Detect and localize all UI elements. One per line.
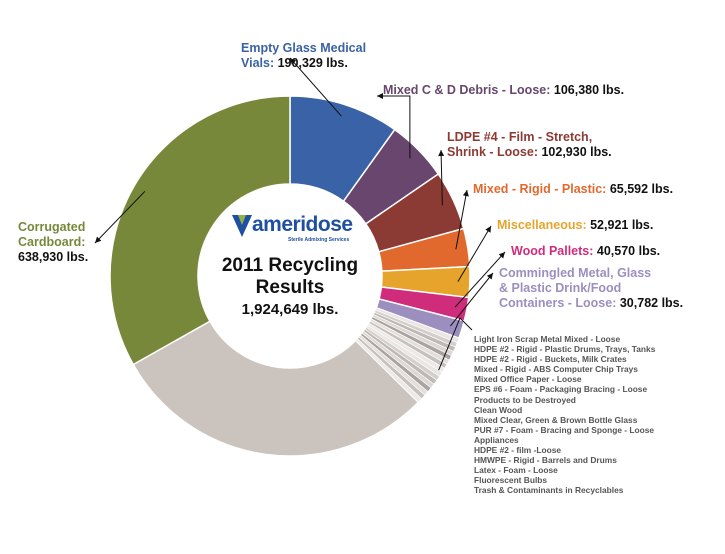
small-item-label: Fluorescent Bulbs xyxy=(474,475,548,486)
logo-mark-icon xyxy=(232,215,252,237)
leader-line xyxy=(377,95,411,159)
leader-line xyxy=(457,225,492,282)
small-item-label: HDPE #2 - Rigid - Plastic Drums, Trays, … xyxy=(474,344,656,355)
label-miscellaneous: Miscellaneous: 52,921 lbs. xyxy=(497,218,654,232)
small-item-label: HDPE #2 - film -Loose xyxy=(474,445,562,456)
arrowhead xyxy=(377,93,383,99)
small-item-label: EPS #6 - Foam - Packaging Bracing - Loos… xyxy=(474,384,648,395)
label-empty-glass-vials: Empty Glass Medical Vials: 190,329 lbs. xyxy=(241,41,367,70)
leader-line xyxy=(440,149,443,206)
small-item-label: Mixed Clear, Green & Brown Bottle Glass xyxy=(474,414,638,425)
leader-line xyxy=(289,57,342,117)
small-item-label: HDPE #2 - Rigid - Buckets, Milk Crates xyxy=(474,354,627,365)
slice-corrugated-cardboard xyxy=(109,95,291,366)
arrowhead xyxy=(498,252,505,259)
leader-line-small-items xyxy=(438,317,473,371)
slice-other xyxy=(132,320,420,457)
label-mixed-cd-debris: Mixed C & D Debris - Loose: 106,380 lbs. xyxy=(383,83,625,97)
chart-title: 2011 Recycling Results xyxy=(221,255,359,298)
logo-text: ameridose xyxy=(252,213,353,236)
arrowhead xyxy=(95,236,102,243)
arrowhead xyxy=(290,58,297,65)
leader-line xyxy=(94,190,146,244)
small-item-label: Mixed Office Paper - Loose xyxy=(474,374,582,385)
arrowhead xyxy=(438,150,445,157)
chart-total: 1,924,649 lbs. xyxy=(241,301,339,318)
logo-tagline: Sterile Admixing Services xyxy=(288,237,350,243)
small-item-label: Clean Wood xyxy=(474,404,523,415)
ameridose-logo: ameridose Sterile Admixing Services xyxy=(232,213,356,243)
small-item-label: Mixed - Rigid - ABS Computer Chip Trays xyxy=(474,364,638,375)
leader-line xyxy=(454,251,506,308)
arrowhead xyxy=(462,190,469,197)
arrowhead xyxy=(486,273,493,280)
small-item-label: Light Iron Scrap Metal Mixed - Loose xyxy=(474,334,621,344)
small-items-list: Light Iron Scrap Metal Mixed - Loose HDPE… xyxy=(474,334,655,496)
label-commingled: Commingled Metal, Glass & Plastic Drink/… xyxy=(499,266,684,310)
slice-small-item xyxy=(355,338,423,403)
small-item-label: Trash & Contaminants in Recyclables xyxy=(474,485,624,496)
arrowhead xyxy=(485,226,491,233)
small-item-label: HMWPE - Rigid - Barrels and Drums xyxy=(474,455,617,466)
label-ldpe-film: LDPE #4 - Film - Stretch, Shrink - Loose… xyxy=(447,130,612,159)
label-corrugated-cardboard: Corrugated Cardboard: 638,930 lbs. xyxy=(18,220,89,264)
label-mixed-rigid-plastic: Mixed - Rigid - Plastic: 65,592 lbs. xyxy=(473,182,674,196)
small-item-label: Products to be Destroyed xyxy=(474,394,576,405)
leader-line xyxy=(449,272,494,327)
small-item-label: Appliances xyxy=(474,434,519,445)
small-item-label: Latex - Foam - Loose xyxy=(474,465,558,476)
leader-line xyxy=(455,189,468,250)
small-item-label: PUR #7 - Foam - Bracing and Sponge - Loo… xyxy=(474,424,655,435)
label-wood-pallets: Wood Pallets: 40,570 lbs. xyxy=(511,244,661,258)
